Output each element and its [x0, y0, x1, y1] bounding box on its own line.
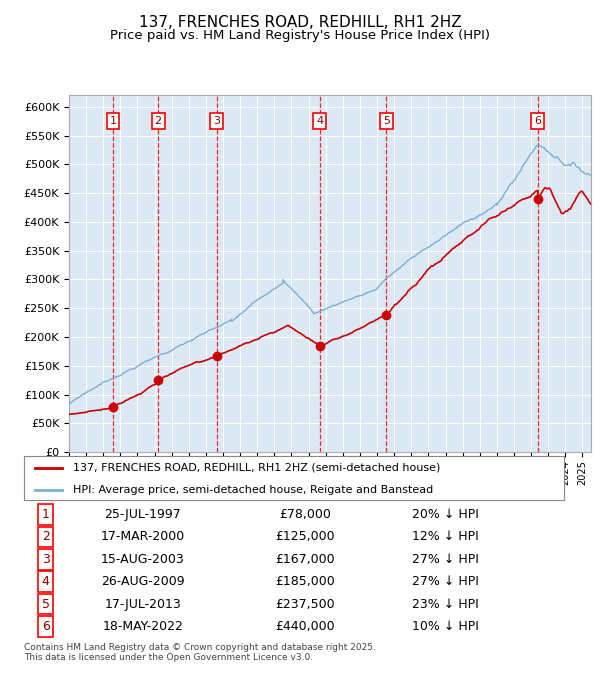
Text: 6: 6	[41, 620, 50, 633]
Text: 137, FRENCHES ROAD, REDHILL, RH1 2HZ (semi-detached house): 137, FRENCHES ROAD, REDHILL, RH1 2HZ (se…	[73, 463, 440, 473]
Text: 137, FRENCHES ROAD, REDHILL, RH1 2HZ: 137, FRENCHES ROAD, REDHILL, RH1 2HZ	[139, 15, 461, 30]
Text: 25-JUL-1997: 25-JUL-1997	[104, 508, 181, 521]
Text: 26-AUG-2009: 26-AUG-2009	[101, 575, 185, 588]
Text: 20% ↓ HPI: 20% ↓ HPI	[412, 508, 479, 521]
Text: 10% ↓ HPI: 10% ↓ HPI	[412, 620, 479, 633]
Text: £125,000: £125,000	[275, 530, 335, 543]
Text: £167,000: £167,000	[275, 553, 335, 566]
Text: 17-MAR-2000: 17-MAR-2000	[101, 530, 185, 543]
Text: 5: 5	[383, 116, 390, 126]
Text: 1: 1	[41, 508, 50, 521]
Text: 4: 4	[316, 116, 323, 126]
Text: 1: 1	[109, 116, 116, 126]
Text: Contains HM Land Registry data © Crown copyright and database right 2025.
This d: Contains HM Land Registry data © Crown c…	[24, 643, 376, 662]
Text: 3: 3	[41, 553, 50, 566]
Text: £237,500: £237,500	[275, 598, 335, 611]
Text: 12% ↓ HPI: 12% ↓ HPI	[412, 530, 479, 543]
Text: £78,000: £78,000	[279, 508, 331, 521]
Text: 5: 5	[41, 598, 50, 611]
Text: 18-MAY-2022: 18-MAY-2022	[103, 620, 183, 633]
Text: 27% ↓ HPI: 27% ↓ HPI	[412, 553, 479, 566]
Text: 27% ↓ HPI: 27% ↓ HPI	[412, 575, 479, 588]
Text: 2: 2	[155, 116, 162, 126]
Text: 6: 6	[534, 116, 541, 126]
Text: 17-JUL-2013: 17-JUL-2013	[104, 598, 181, 611]
Text: Price paid vs. HM Land Registry's House Price Index (HPI): Price paid vs. HM Land Registry's House …	[110, 29, 490, 42]
Text: £185,000: £185,000	[275, 575, 335, 588]
Text: £440,000: £440,000	[275, 620, 335, 633]
Text: 2: 2	[41, 530, 50, 543]
Text: 3: 3	[213, 116, 220, 126]
Text: 15-AUG-2003: 15-AUG-2003	[101, 553, 185, 566]
Text: 4: 4	[41, 575, 50, 588]
Text: 23% ↓ HPI: 23% ↓ HPI	[412, 598, 479, 611]
Text: HPI: Average price, semi-detached house, Reigate and Banstead: HPI: Average price, semi-detached house,…	[73, 485, 433, 495]
